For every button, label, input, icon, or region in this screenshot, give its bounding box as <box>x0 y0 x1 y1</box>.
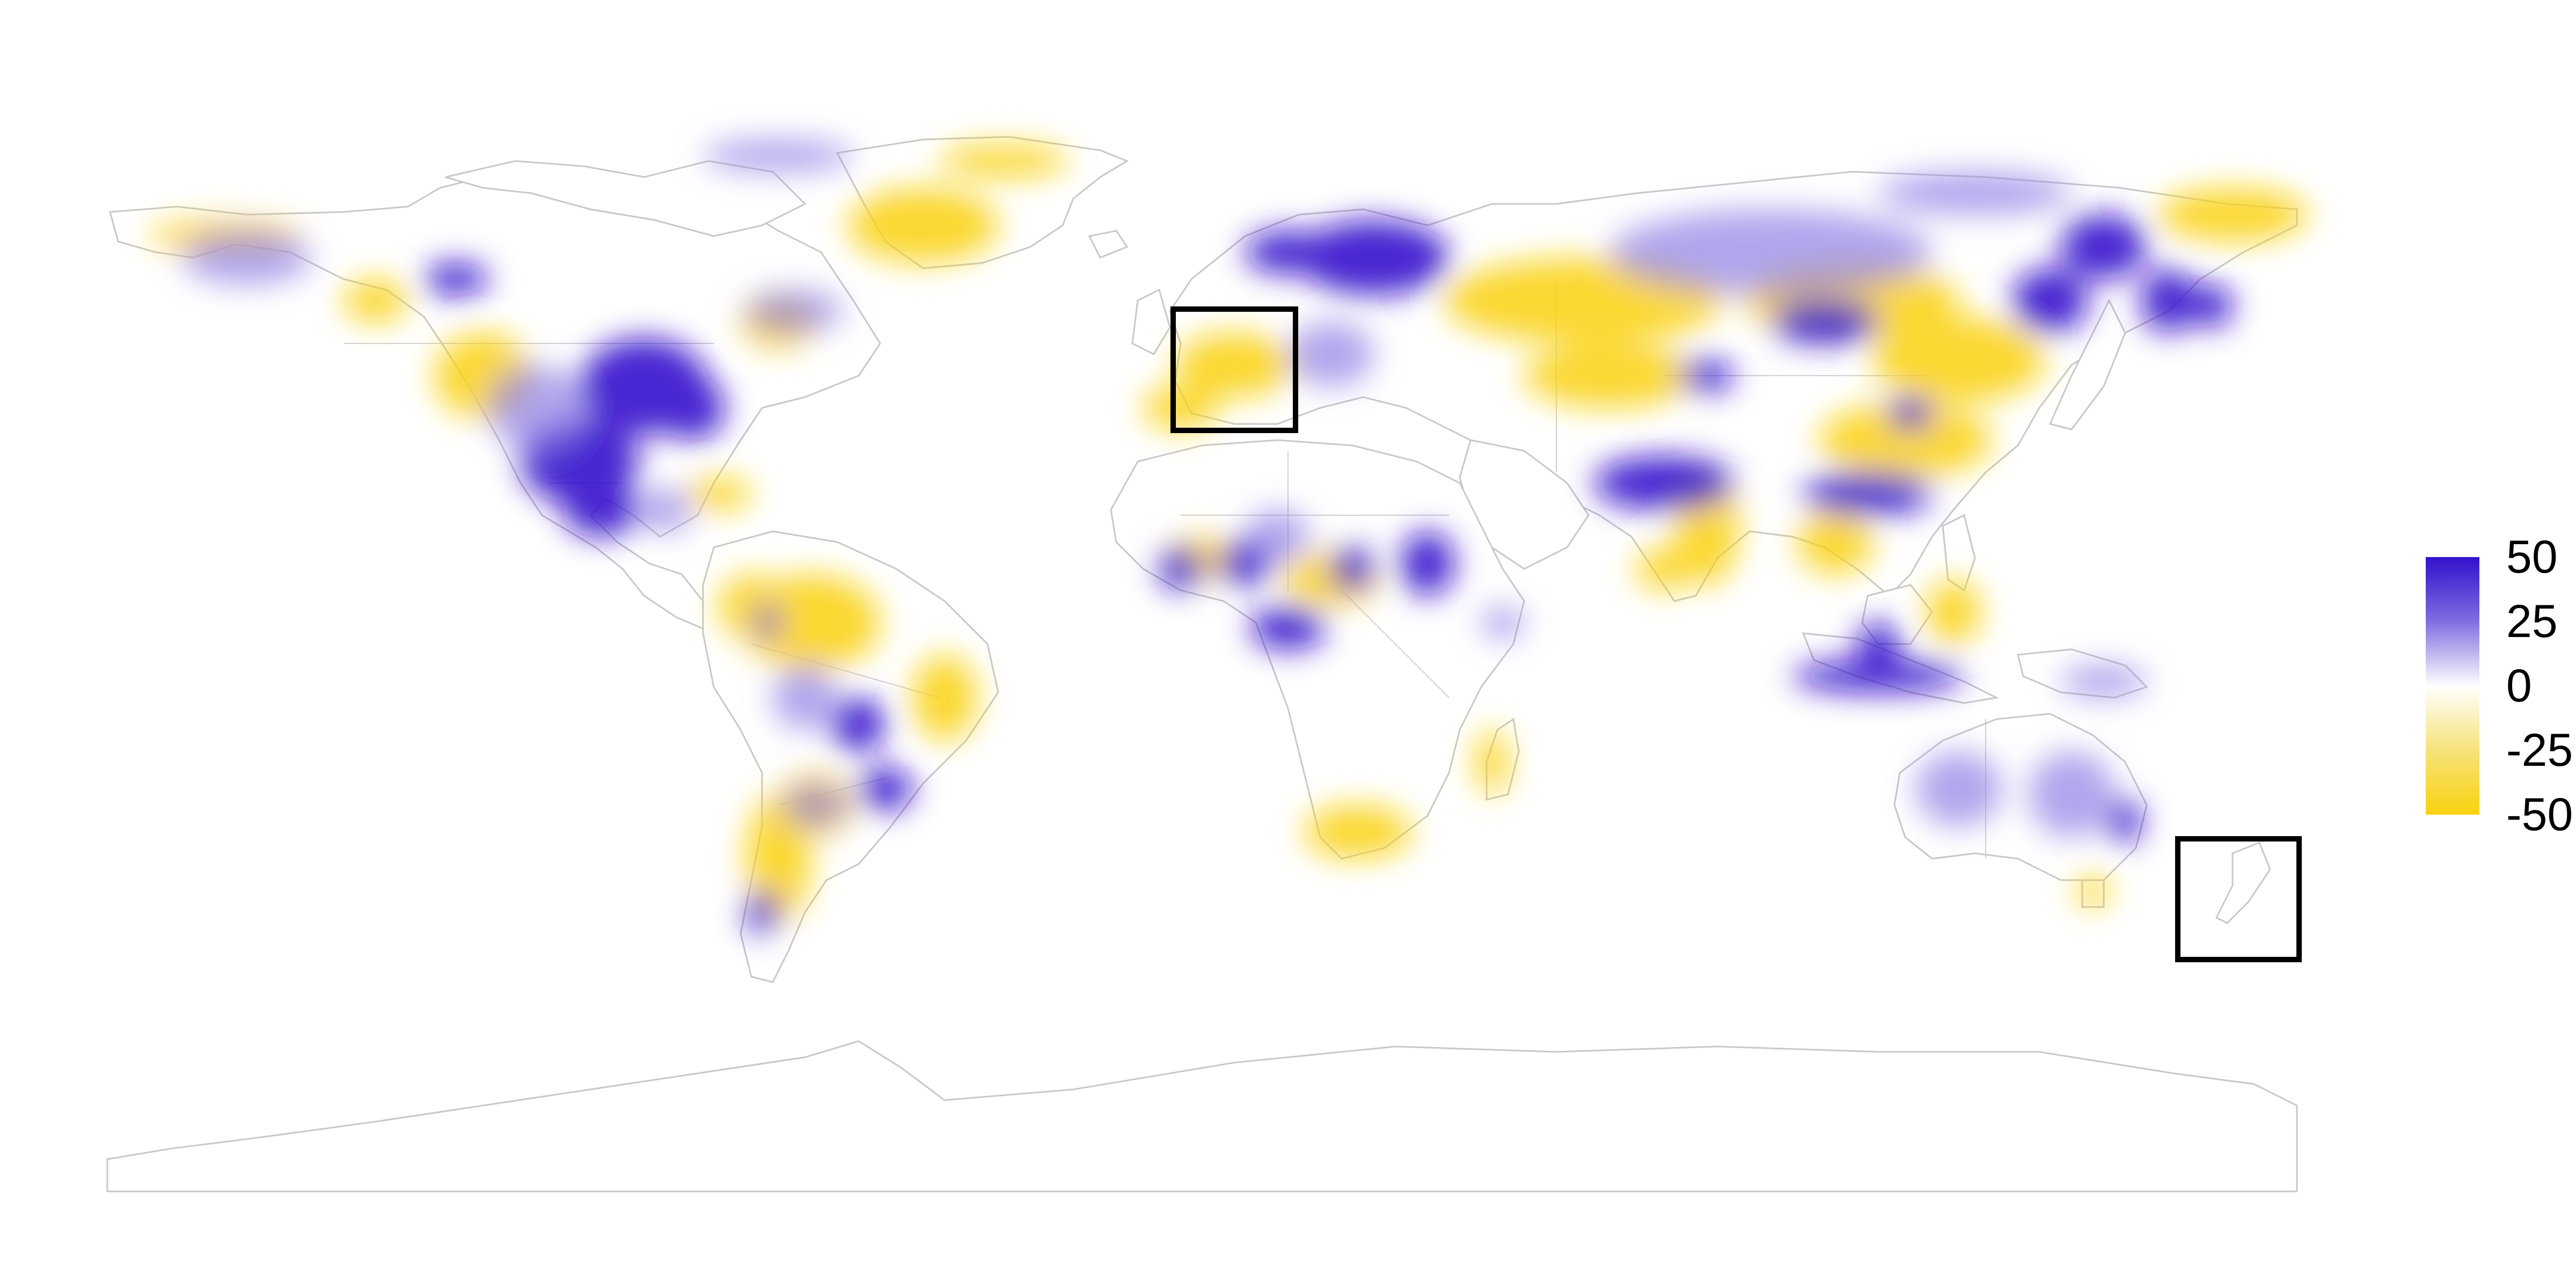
landmass-philippines <box>1942 514 1976 592</box>
legend-tick-25: 25 <box>2506 596 2558 647</box>
legend-tick-minus-25: -25 <box>2506 724 2573 776</box>
landmass-antarctica <box>106 1040 2298 1192</box>
legend-tick-0: 0 <box>2506 660 2532 712</box>
landmass-eurasia <box>1169 171 2298 602</box>
landmass-arctic-islands <box>445 160 807 237</box>
landmass-british-isles <box>1131 288 1171 355</box>
legend-tick-50: 50 <box>2506 531 2558 583</box>
highlight-box-new-zealand <box>2175 836 2302 962</box>
country-borders <box>106 136 2298 1192</box>
legend-tick-minus-50: -50 <box>2506 789 2573 840</box>
landmass-africa <box>1110 439 1525 860</box>
landmass-iceland <box>1088 230 1129 259</box>
landmass-new-zealand <box>2215 841 2271 924</box>
color-legend: 50 25 0 -25 -50 <box>2426 534 2573 838</box>
highlight-box-western-europe <box>1170 306 1298 433</box>
landmass-japan <box>2048 298 2126 430</box>
highlight-boxes <box>1170 306 2302 962</box>
legend-colorbar <box>2426 557 2479 815</box>
data-layer <box>150 140 2308 934</box>
